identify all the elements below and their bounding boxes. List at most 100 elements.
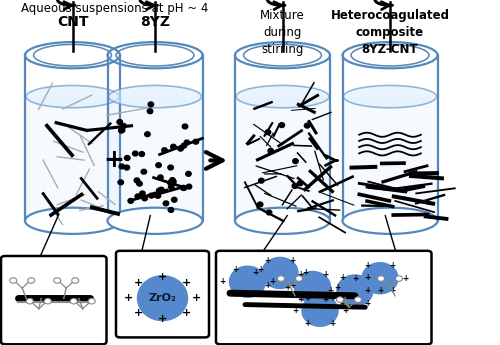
Ellipse shape: [184, 140, 190, 145]
Ellipse shape: [182, 124, 188, 129]
Text: Heterocoagulated
composite
8YZ-CNT: Heterocoagulated composite 8YZ-CNT: [330, 9, 450, 56]
Ellipse shape: [156, 163, 162, 168]
Text: +: +: [104, 148, 124, 172]
Ellipse shape: [158, 187, 164, 192]
FancyBboxPatch shape: [116, 251, 209, 337]
Ellipse shape: [10, 278, 17, 283]
Ellipse shape: [70, 298, 78, 304]
Text: +: +: [304, 319, 310, 328]
Ellipse shape: [25, 208, 120, 234]
Ellipse shape: [362, 263, 398, 294]
Ellipse shape: [118, 180, 124, 185]
Ellipse shape: [268, 148, 274, 153]
Ellipse shape: [396, 276, 402, 281]
Text: +: +: [330, 294, 336, 303]
Ellipse shape: [292, 159, 298, 164]
Text: +: +: [390, 261, 396, 270]
Ellipse shape: [132, 151, 138, 156]
Ellipse shape: [279, 123, 284, 128]
Ellipse shape: [168, 180, 173, 185]
Ellipse shape: [162, 148, 167, 152]
Ellipse shape: [124, 156, 130, 160]
Ellipse shape: [54, 278, 61, 283]
Text: +: +: [402, 274, 408, 283]
Ellipse shape: [168, 208, 173, 213]
Text: +: +: [134, 278, 143, 288]
Text: +: +: [182, 308, 191, 318]
Text: +: +: [340, 273, 345, 282]
Ellipse shape: [139, 151, 144, 156]
Ellipse shape: [170, 144, 176, 149]
Text: +: +: [257, 290, 263, 299]
Ellipse shape: [152, 192, 158, 197]
Text: +: +: [220, 277, 226, 286]
Text: +: +: [322, 295, 328, 304]
Ellipse shape: [148, 109, 153, 114]
Ellipse shape: [178, 146, 184, 151]
Ellipse shape: [158, 175, 163, 180]
Text: ZrO₂: ZrO₂: [148, 293, 176, 303]
Ellipse shape: [148, 102, 154, 107]
Ellipse shape: [181, 143, 186, 148]
Ellipse shape: [72, 278, 79, 283]
Text: +: +: [290, 281, 296, 290]
Ellipse shape: [258, 202, 263, 207]
FancyBboxPatch shape: [216, 251, 432, 344]
Ellipse shape: [336, 297, 344, 302]
Text: +: +: [364, 273, 370, 282]
Ellipse shape: [344, 86, 436, 108]
Text: +: +: [232, 290, 238, 299]
Text: +: +: [257, 265, 263, 274]
Text: +: +: [292, 306, 298, 315]
Text: +: +: [252, 268, 258, 277]
Ellipse shape: [296, 276, 302, 281]
Ellipse shape: [44, 298, 51, 304]
Ellipse shape: [265, 130, 270, 135]
Ellipse shape: [354, 297, 362, 302]
Text: +: +: [342, 306, 348, 315]
Text: +: +: [330, 319, 336, 328]
Text: +: +: [297, 270, 303, 279]
Text: +: +: [322, 270, 328, 279]
Text: +: +: [264, 281, 270, 290]
Ellipse shape: [163, 201, 168, 206]
Ellipse shape: [155, 194, 160, 198]
Text: +: +: [302, 268, 308, 277]
Ellipse shape: [140, 191, 145, 196]
Ellipse shape: [28, 278, 35, 283]
Ellipse shape: [144, 132, 150, 137]
Ellipse shape: [26, 86, 119, 108]
Ellipse shape: [180, 185, 186, 190]
Ellipse shape: [378, 276, 384, 281]
Bar: [236, 97, 329, 219]
Text: +: +: [364, 286, 370, 295]
Ellipse shape: [108, 208, 202, 234]
Text: Mixture
during
stirring: Mixture during stirring: [260, 9, 305, 56]
Text: +: +: [327, 286, 333, 295]
Ellipse shape: [124, 165, 130, 170]
Text: +: +: [390, 286, 396, 295]
Text: +: +: [158, 272, 167, 282]
Text: Aqueous suspensions at pH ~ 4: Aqueous suspensions at pH ~ 4: [22, 2, 208, 15]
Ellipse shape: [304, 123, 310, 128]
Text: 8YZ: 8YZ: [140, 16, 170, 29]
Ellipse shape: [292, 184, 298, 188]
Text: +: +: [264, 256, 270, 265]
Text: +: +: [270, 277, 276, 286]
Ellipse shape: [119, 164, 124, 169]
Text: +: +: [182, 278, 191, 288]
Ellipse shape: [181, 186, 186, 190]
FancyBboxPatch shape: [1, 256, 106, 344]
Text: CNT: CNT: [57, 16, 88, 29]
Text: +: +: [290, 256, 296, 265]
Ellipse shape: [172, 197, 177, 202]
Ellipse shape: [138, 276, 188, 321]
Ellipse shape: [137, 181, 142, 186]
Ellipse shape: [142, 196, 148, 201]
Ellipse shape: [278, 276, 284, 281]
Ellipse shape: [193, 139, 198, 144]
Ellipse shape: [298, 181, 303, 186]
Text: +: +: [340, 299, 345, 308]
Ellipse shape: [135, 194, 140, 199]
Ellipse shape: [148, 193, 154, 198]
